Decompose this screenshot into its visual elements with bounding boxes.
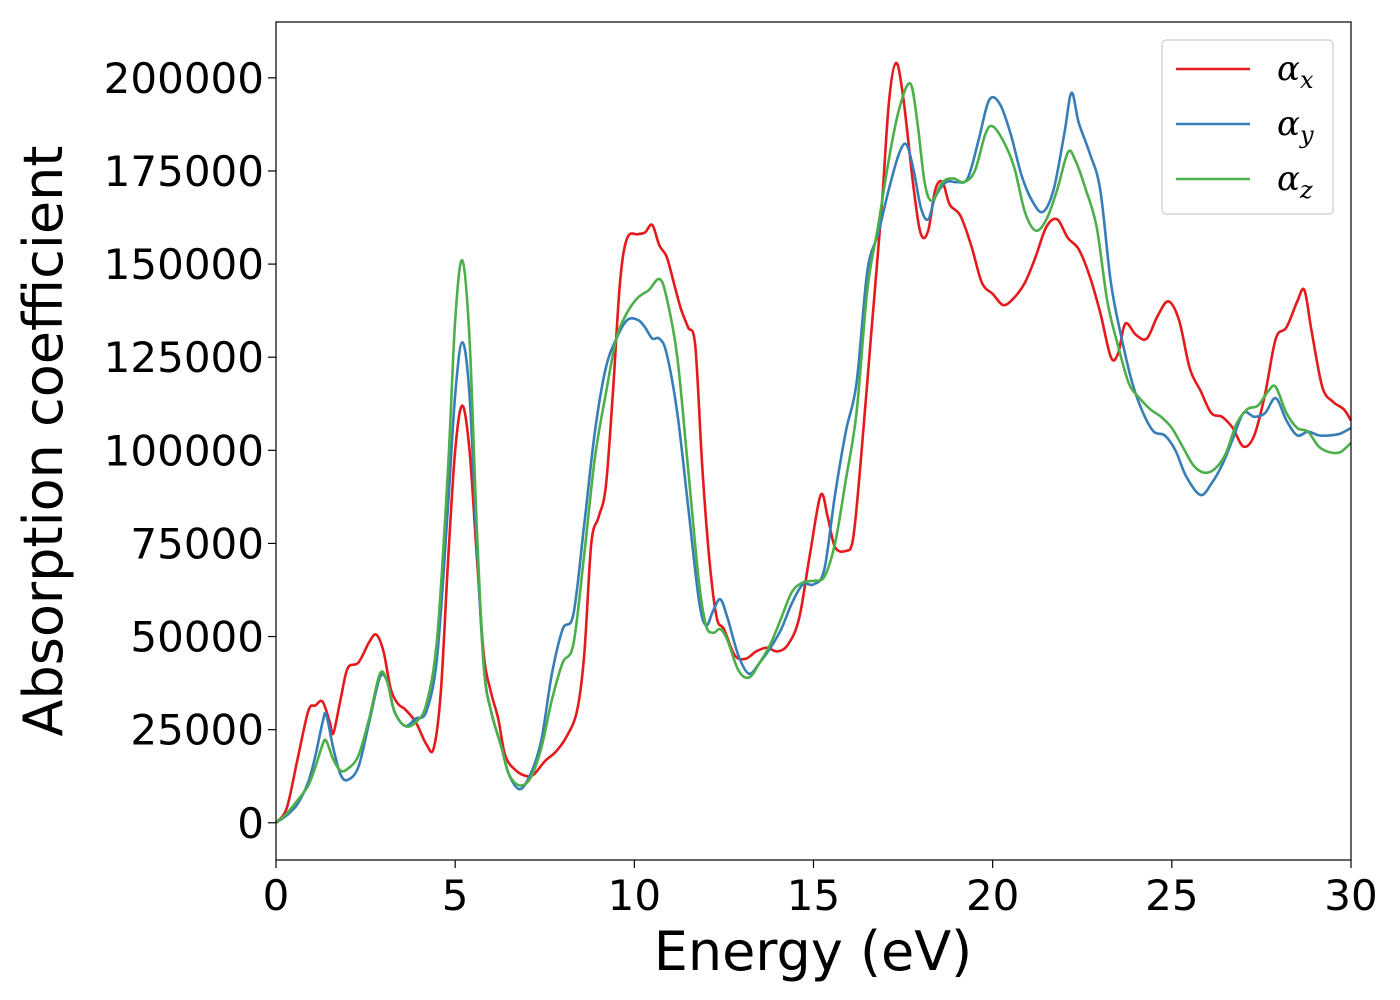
- y-tick-label: 175000: [104, 147, 264, 196]
- y-tick-label: 75000: [130, 519, 264, 568]
- y-axis-title: Absorption coefficient: [12, 146, 75, 737]
- series-line-z: [275, 81, 1352, 824]
- legend-box: [1161, 39, 1334, 215]
- series-line-x: [274, 61, 1353, 824]
- x-axis-ticks: 0 5 10 15 20 25 30: [263, 860, 1378, 920]
- series-line-y: [275, 91, 1352, 824]
- x-tick-label: 15: [787, 871, 840, 920]
- y-tick-label: 100000: [104, 426, 264, 475]
- plot-frame: [275, 21, 1352, 861]
- y-axis-ticks: 0 25000 50000 75000 100000 125000 150000 175000…: [104, 54, 276, 848]
- x-axis-title: Energy (eV): [654, 920, 973, 983]
- x-tick-label: 5: [442, 871, 469, 920]
- y-tick-label: 150000: [104, 240, 264, 289]
- series-lines: [274, 61, 1353, 824]
- y-tick-label: 25000: [130, 706, 264, 755]
- x-tick-label: 10: [608, 871, 661, 920]
- x-tick-label: 25: [1145, 871, 1198, 920]
- y-tick-label: 0: [237, 799, 264, 848]
- x-tick-label: 30: [1324, 871, 1377, 920]
- x-tick-label: 20: [966, 871, 1019, 920]
- x-tick-label: 0: [263, 871, 290, 920]
- y-tick-label: 50000: [130, 613, 264, 662]
- y-tick-label: 125000: [104, 333, 264, 382]
- y-tick-label: 200000: [104, 54, 264, 103]
